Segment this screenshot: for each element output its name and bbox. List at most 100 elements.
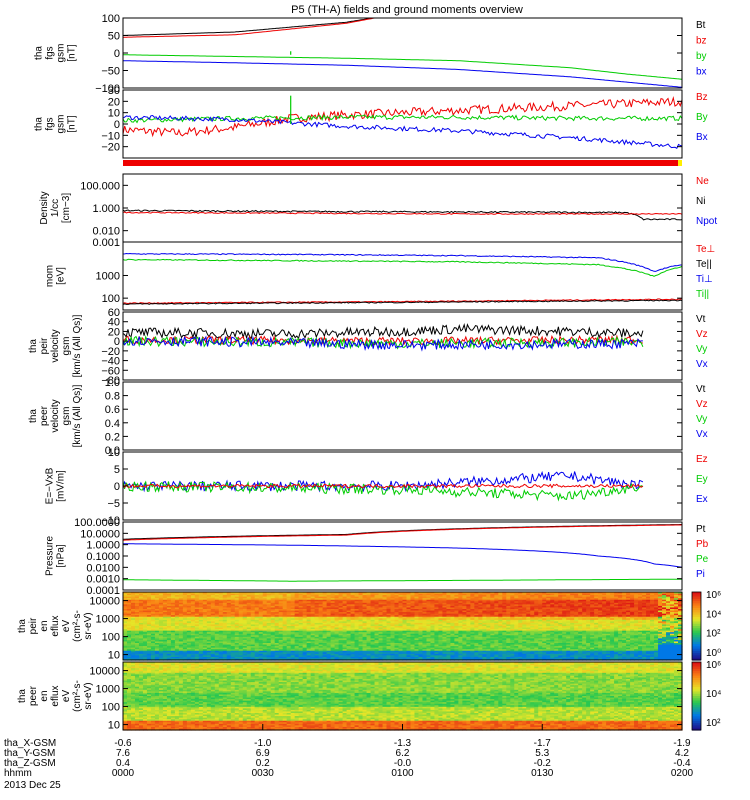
- heatmap-cell: [274, 593, 280, 596]
- heatmap-cell: [258, 635, 264, 638]
- heatmap-cell: [202, 595, 208, 598]
- heatmap-cell: [282, 599, 288, 602]
- heatmap-cell: [398, 627, 404, 630]
- heatmap-cell: [162, 593, 168, 596]
- heatmap-cell: [526, 616, 531, 619]
- heatmap-cell: [458, 619, 463, 622]
- heatmap-cell: [218, 627, 224, 630]
- heatmap-cell: [306, 629, 312, 632]
- heatmap-cell: [430, 601, 436, 604]
- heatmap-cell: [482, 636, 487, 639]
- legend-entry: Pt: [696, 524, 706, 535]
- heatmap-cell: [470, 607, 475, 610]
- heatmap-cell: [378, 599, 384, 602]
- heatmap-cell: [386, 602, 392, 605]
- heatmap-cell: [530, 638, 535, 641]
- heatmap-cell: [394, 619, 400, 622]
- heatmap-cell: [210, 646, 216, 649]
- heatmap-cell: [186, 647, 192, 650]
- heatmap-cell: [366, 598, 372, 601]
- heatmap-cell: [422, 639, 428, 643]
- heatmap-cell: [214, 633, 220, 636]
- heatmap-cell: [370, 643, 376, 646]
- heatmap-cell: [306, 616, 312, 619]
- heatmap-cell: [182, 639, 188, 643]
- heatmap-cell: [134, 643, 140, 646]
- heatmap-cell: [202, 596, 208, 599]
- heatmap-cell: [158, 601, 164, 604]
- heatmap-cell: [478, 618, 483, 621]
- heatmap-cell: [534, 616, 539, 619]
- heatmap-cell: [394, 612, 400, 615]
- heatmap-cell: [394, 649, 400, 652]
- heatmap-cell: [414, 615, 420, 618]
- heatmap-cell: [382, 633, 388, 636]
- heatmap-cell: [334, 604, 340, 607]
- heatmap-cell: [434, 626, 440, 629]
- heatmap-cell: [146, 641, 152, 644]
- heatmap-cell: [450, 655, 455, 658]
- heatmap-cell: [186, 599, 192, 602]
- heatmap-cell: [494, 632, 499, 635]
- heatmap-cell: [514, 618, 519, 621]
- heatmap-cell: [226, 655, 232, 658]
- heatmap-cell: [334, 633, 340, 636]
- heatmap-cell: [310, 604, 316, 607]
- heatmap-cell: [358, 644, 364, 647]
- heatmap-cell: [138, 646, 144, 649]
- heatmap-cell: [258, 647, 264, 650]
- heatmap-cell: [398, 649, 404, 652]
- heatmap-cell: [318, 601, 324, 604]
- heatmap-cell: [410, 641, 416, 644]
- heatmap-cell: [182, 599, 188, 602]
- heatmap-cell: [510, 627, 515, 630]
- heatmap-cell: [326, 656, 332, 660]
- heatmap-cell: [222, 615, 228, 618]
- heatmap-cell: [198, 621, 204, 624]
- heatmap-cell: [230, 655, 236, 658]
- heatmap-cell: [470, 652, 475, 655]
- heatmap-cell: [154, 602, 160, 605]
- heatmap-cell: [342, 615, 348, 618]
- heatmap-cell: [354, 609, 360, 612]
- heatmap-cell: [418, 619, 424, 622]
- heatmap-cell: [130, 641, 136, 644]
- heatmap-cell: [410, 633, 416, 636]
- heatmap-cell: [126, 598, 132, 601]
- heatmap-cell: [378, 602, 384, 605]
- figure-title: P5 (TH-A) fields and ground moments over…: [291, 4, 523, 16]
- heatmap-cell: [306, 641, 312, 644]
- heatmap-cell: [442, 601, 448, 604]
- y-tick-label: 0: [114, 336, 120, 348]
- heatmap-cell: [430, 624, 436, 627]
- heatmap-cell: [370, 602, 376, 605]
- heatmap-cell: [218, 636, 224, 639]
- heatmap-cell: [262, 632, 268, 635]
- heatmap-cell: [390, 618, 396, 621]
- heatmap-cell: [182, 643, 188, 646]
- heatmap-cell: [218, 643, 224, 646]
- heatmap-cell: [470, 655, 475, 658]
- heatmap-cell: [162, 601, 168, 604]
- heatmap-cell: [182, 626, 188, 629]
- heatmap-cell: [330, 630, 336, 633]
- heatmap-cell: [446, 592, 452, 595]
- heatmap-cell: [478, 636, 483, 639]
- heatmap-cell: [402, 638, 408, 641]
- heatmap-cell: [534, 629, 539, 632]
- heatmap-cell: [370, 621, 376, 624]
- heatmap-cell: [138, 609, 144, 612]
- heatmap-cell: [270, 653, 276, 656]
- heatmap-cell: [534, 656, 539, 660]
- heatmap-cell: [126, 644, 132, 647]
- heatmap-cell: [430, 619, 436, 622]
- heatmap-cell: [454, 632, 459, 635]
- heatmap-cell: [354, 601, 360, 604]
- heatmap-cell: [430, 652, 436, 655]
- heatmap-cell: [394, 629, 400, 632]
- y-tick-label: 20: [108, 96, 120, 108]
- legend-entry: Vy: [696, 344, 707, 355]
- heatmap-cell: [150, 649, 156, 652]
- heatmap-cell: [342, 612, 348, 615]
- heatmap-cell: [170, 596, 176, 599]
